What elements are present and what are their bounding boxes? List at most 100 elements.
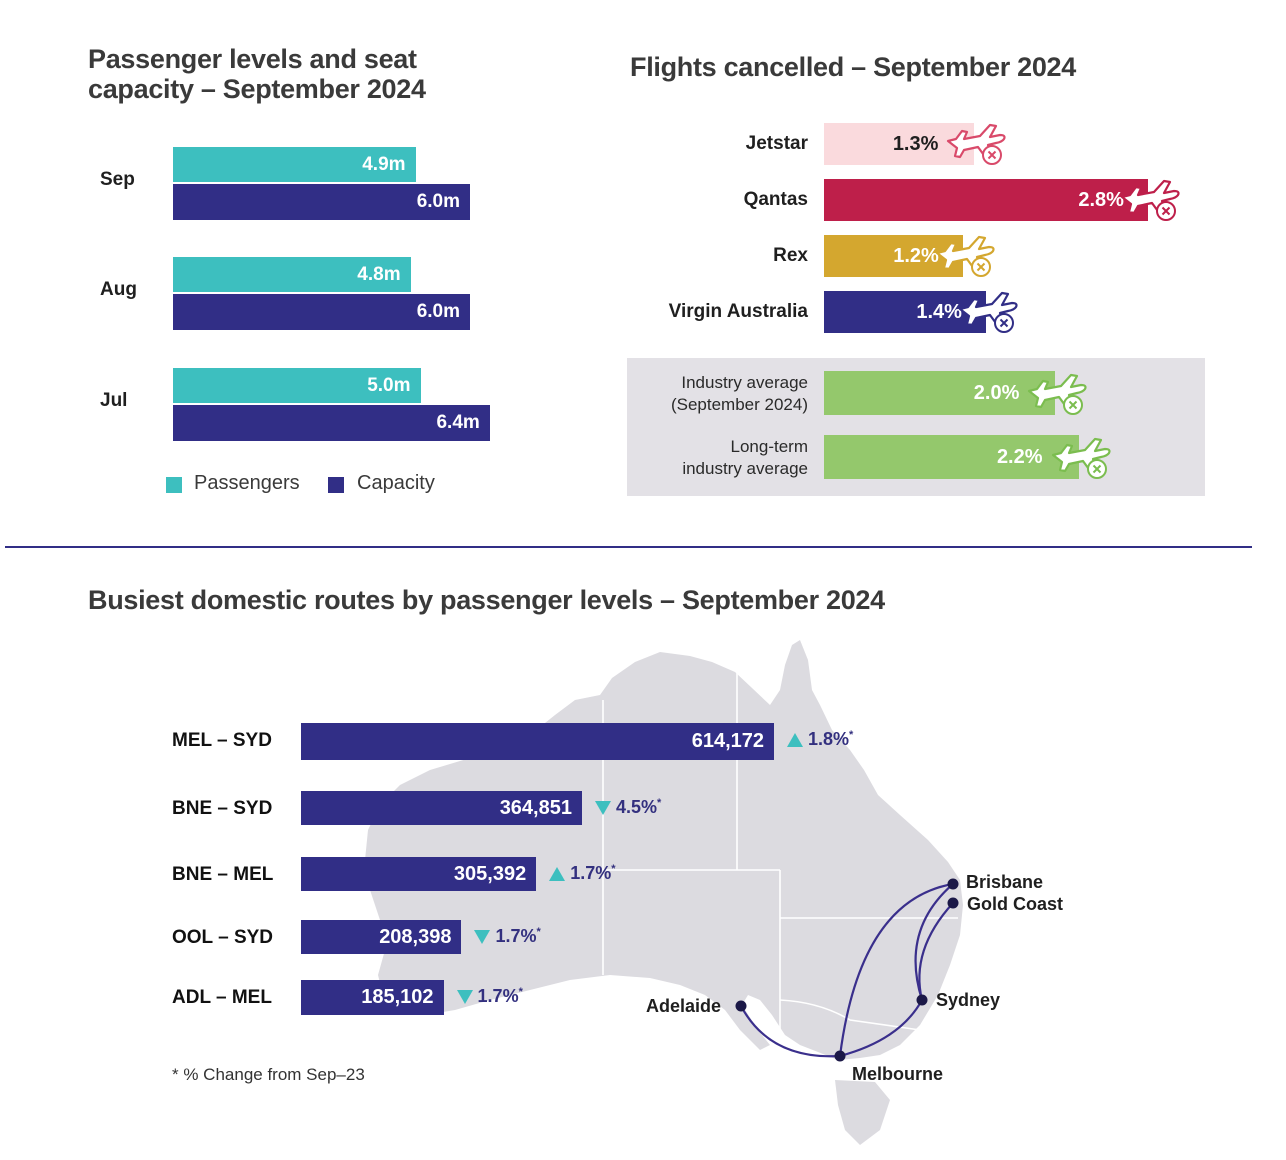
route-bar-bne-mel: 305,392 xyxy=(301,857,537,891)
arc-bne-mel xyxy=(838,882,954,1057)
legend-capacity-label: Capacity xyxy=(357,472,435,494)
cancel-label-jetstar: Jetstar xyxy=(745,133,808,154)
route-change-adl-mel: 1.7%* xyxy=(456,986,523,1007)
plane-cancel-icon-rex xyxy=(935,235,995,277)
plane-cancel-icon-qantas xyxy=(1120,179,1180,221)
bar-label-passengers-aug: 4.8m xyxy=(357,263,401,285)
up-triangle-icon xyxy=(549,866,566,881)
section-divider xyxy=(5,546,1252,548)
routes-footnote: * % Change from Sep–23 xyxy=(172,1065,365,1084)
route-value-bne-mel: 305,392 xyxy=(453,862,527,885)
down-triangle-icon xyxy=(594,800,611,815)
route-label-bne-syd: BNE – SYD xyxy=(172,798,273,819)
category-label-sep: Sep xyxy=(100,169,135,190)
tasmania xyxy=(835,1080,890,1145)
average-label-line1-1: Long-term xyxy=(730,437,808,456)
cancelled-chart-title: Flights cancelled – September 2024 xyxy=(630,52,1076,82)
plane-average-icon-1 xyxy=(1051,437,1111,479)
plane-cancel-icon-jetstar xyxy=(947,123,1006,165)
bar-passengers-sep: 4.9m xyxy=(173,147,416,182)
plane-average-icon-0 xyxy=(1028,373,1087,415)
route-value-adl-mel: 185,102 xyxy=(361,986,434,1008)
route-value-bne-syd: 364,851 xyxy=(499,796,572,819)
change-footnote-mark: * xyxy=(536,926,541,938)
route-bar-bne-syd: 364,851 xyxy=(301,791,582,825)
plane-icon-qantas xyxy=(1118,173,1182,228)
route-bar-ool-syd: 208,398 xyxy=(301,920,462,954)
change-value: 1.8%* xyxy=(808,729,854,749)
bar-capacity-jul: 6.4m xyxy=(173,405,490,441)
bar-label-passengers-sep: 4.9m xyxy=(362,153,406,175)
plane-icon-rex xyxy=(933,229,997,284)
passengers-chart: Sep 4.9m 6.0m Aug 4.8m 6.0m Jul 5.0m 6.4m xyxy=(0,0,620,520)
cancel-value-qantas: 2.8% xyxy=(1078,188,1124,211)
bar-capacity-aug: 6.0m xyxy=(173,294,470,330)
up-triangle-icon xyxy=(787,732,803,747)
average-bar-1: 2.2% xyxy=(824,435,1079,479)
route-change-bne-mel: 1.7%* xyxy=(548,863,616,884)
passengers-chart-title: Passenger levels and seat capacity – Sep… xyxy=(88,44,508,104)
route-bar-mel-syd: 614,172 xyxy=(301,723,774,760)
average-label-1: Long-term industry average xyxy=(682,436,808,480)
down-triangle-icon xyxy=(474,929,491,944)
change-value: 1.7%* xyxy=(495,926,541,946)
route-change-ool-syd: 1.7%* xyxy=(473,926,541,947)
route-value-ool-syd: 208,398 xyxy=(379,925,452,948)
plane-icon-jetstar xyxy=(944,117,1008,172)
bar-label-capacity-sep: 6.0m xyxy=(416,191,460,212)
change-footnote-mark: * xyxy=(611,863,616,875)
arc-bne-syd xyxy=(914,883,954,1001)
bar-passengers-aug: 4.8m xyxy=(173,257,411,292)
plane-icon-average-0 xyxy=(1025,367,1089,422)
arc-ool-syd xyxy=(918,902,954,1001)
change-value: 4.5%* xyxy=(615,797,662,817)
cancel-bar-jetstar: 1.3% xyxy=(824,123,975,165)
cancel-label-rex: Rex xyxy=(773,245,808,266)
route-change-bne-syd: 4.5%* xyxy=(594,797,661,818)
change-footnote-mark: * xyxy=(657,797,662,809)
city-label-sydney: Sydney xyxy=(936,990,1001,1010)
route-value-mel-syd: 614,172 xyxy=(691,730,764,752)
route-bar-adl-mel: 185,102 xyxy=(301,980,444,1015)
cancel-value-virgin-australia: 1.4% xyxy=(916,300,962,323)
city-label-melbourne: Melbourne xyxy=(852,1064,944,1084)
category-label-aug: Aug xyxy=(100,279,137,300)
city-dot-brisbane xyxy=(947,878,959,890)
cancelled-chart: Jetstar 1.3% Qantas 2.8% Rex 1.2% Virgin Austr… xyxy=(0,0,1286,520)
average-label-line2-1: industry average xyxy=(682,459,808,478)
bar-passengers-jul: 5.0m xyxy=(173,368,421,403)
city-label-gold-coast: Gold Coast xyxy=(967,894,1064,914)
down-triangle-icon xyxy=(456,989,473,1004)
cancel-label-qantas: Qantas xyxy=(743,189,808,210)
city-dot-adelaide xyxy=(735,1000,747,1012)
bar-label-passengers-jul: 5.0m xyxy=(367,374,411,396)
change-footnote-mark: * xyxy=(518,986,523,998)
legend-capacity-swatch xyxy=(328,477,344,493)
plane-icon-average-1 xyxy=(1049,431,1113,486)
route-label-ool-syd: OOL – SYD xyxy=(172,927,274,948)
average-value-0: 2.0% xyxy=(973,381,1020,404)
legend-passengers-label: Passengers xyxy=(194,472,300,494)
average-label-line2-0: (September 2024) xyxy=(670,395,808,414)
cancel-value-jetstar: 1.3% xyxy=(892,132,939,155)
arc-mel-syd xyxy=(839,999,923,1058)
cancel-bar-virgin-australia: 1.4% xyxy=(824,291,986,333)
bar-capacity-sep: 6.0m xyxy=(173,184,470,220)
route-change-mel-syd: 1.8%* xyxy=(786,729,853,750)
passengers-chart-title-line2: capacity – September 2024 xyxy=(88,74,426,104)
city-dot-gold-coast xyxy=(947,897,959,909)
legend-passengers-swatch xyxy=(166,477,182,493)
city-dot-melbourne xyxy=(834,1050,846,1062)
arc-adl-mel xyxy=(740,1005,841,1058)
change-up-icon xyxy=(548,866,566,882)
change-down-icon xyxy=(456,989,474,1005)
average-value-1: 2.2% xyxy=(996,445,1043,468)
route-label-adl-mel: ADL – MEL xyxy=(172,987,272,1008)
city-label-brisbane: Brisbane xyxy=(966,872,1044,892)
category-label-jul: Jul xyxy=(100,390,128,411)
cancel-bar-qantas: 2.8% xyxy=(824,179,1148,221)
routes-chart-title: Busiest domestic routes by passenger lev… xyxy=(88,585,885,615)
bar-label-capacity-aug: 6.0m xyxy=(416,301,460,322)
route-label-mel-syd: MEL – SYD xyxy=(172,730,272,751)
